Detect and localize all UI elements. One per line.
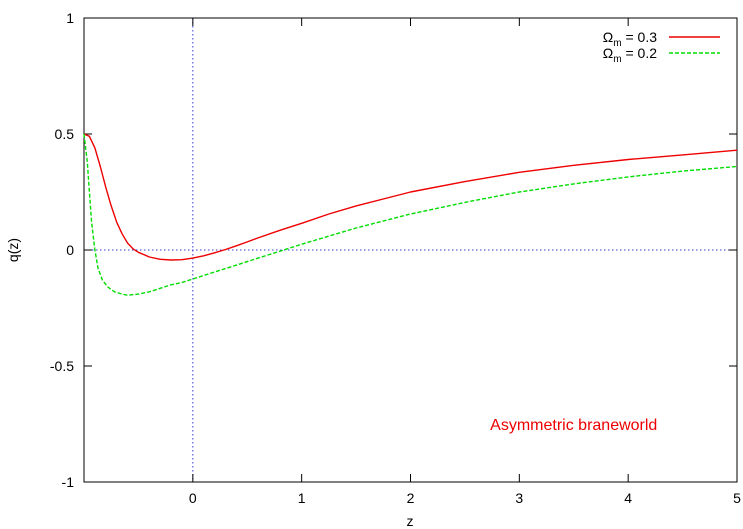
y-axis-label: q(z)	[5, 238, 21, 262]
axis-ticks: 0 1 2 3 4 5 1 0.5 0 -0.5 -1	[50, 10, 741, 506]
x-tick-label: 5	[733, 490, 741, 506]
plot-frame	[83, 17, 738, 483]
x-tick-label: 4	[624, 490, 632, 506]
x-tick-label: 3	[515, 490, 523, 506]
series-layer	[83, 133, 738, 296]
x-tick-label: 1	[298, 490, 306, 506]
x-axis-label: z	[407, 513, 414, 529]
y-tick-label: 1	[66, 10, 74, 26]
reference-lines	[84, 18, 737, 482]
legend-label-2: Ωm = 0.2	[603, 45, 657, 65]
series-line-1	[83, 133, 738, 261]
x-tick-label: 2	[407, 490, 415, 506]
series-line-2	[83, 133, 738, 296]
x-tick-label: 0	[189, 490, 197, 506]
y-tick-label: 0	[66, 242, 74, 258]
legend-label-1: Ωm = 0.3	[603, 29, 657, 49]
annotation-text: Asymmetric braneworld	[490, 417, 657, 434]
y-tick-label: 0.5	[55, 126, 75, 142]
legend: Ωm = 0.3Ωm = 0.2	[603, 29, 720, 65]
y-tick-label: -1	[62, 474, 75, 490]
y-tick-label: -0.5	[50, 358, 74, 374]
